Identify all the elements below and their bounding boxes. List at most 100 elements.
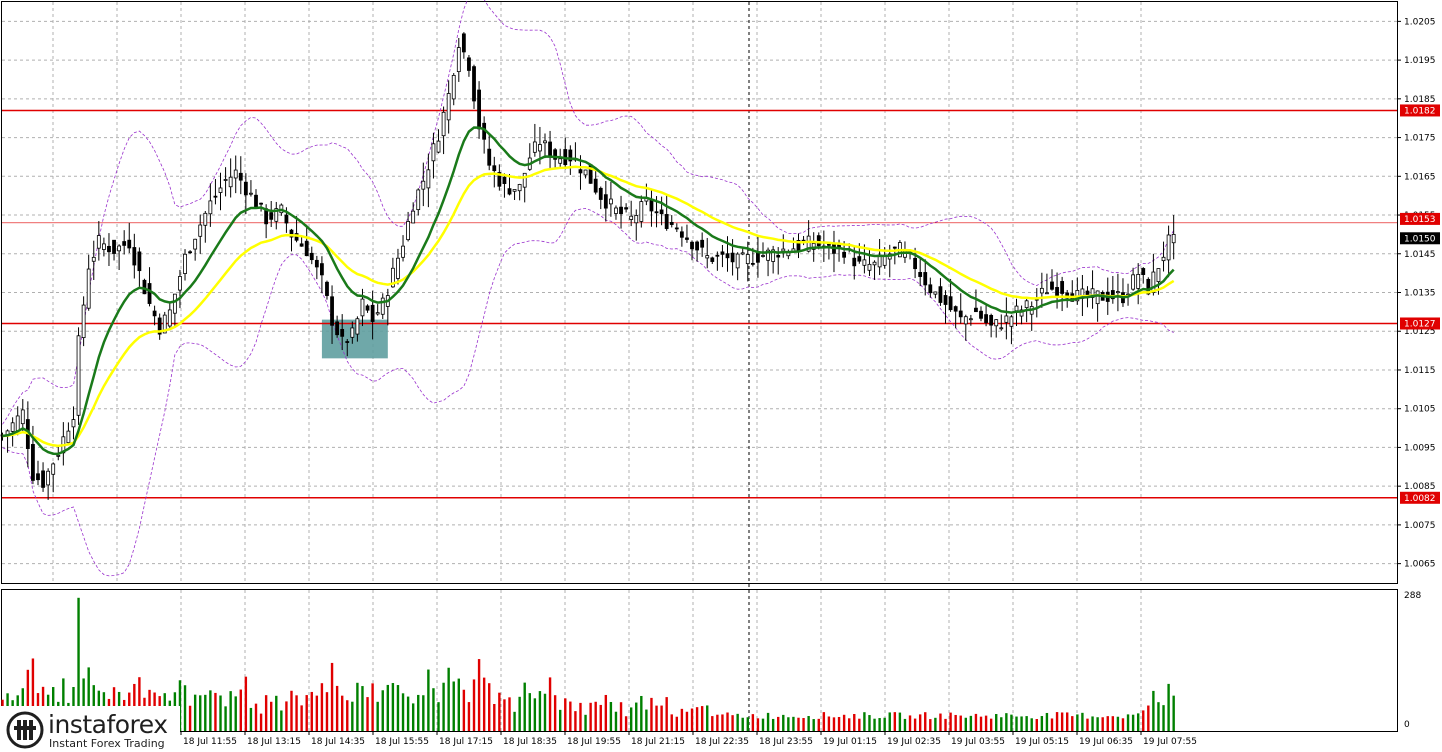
candle-body xyxy=(193,238,198,250)
volume-bar xyxy=(1101,717,1104,731)
volume-bar xyxy=(1147,705,1150,731)
volume-bar xyxy=(1111,716,1115,731)
time-axis: 18 Jul 11:55 18 Jul 13:15 18 Jul 14:35 18 J… xyxy=(180,731,1197,747)
volume-bar xyxy=(199,695,202,731)
candle-body xyxy=(892,246,897,249)
candle-body xyxy=(1055,287,1059,297)
candle-body xyxy=(132,247,137,266)
candle-body xyxy=(487,148,492,166)
price-tick-label: 1.0075 xyxy=(1404,521,1436,531)
volume-bar xyxy=(254,703,258,731)
volume-bar xyxy=(386,684,390,731)
candle-body xyxy=(421,180,426,190)
volume-bar xyxy=(270,701,273,731)
candle-body xyxy=(953,306,958,312)
volume-bar xyxy=(442,682,445,731)
volume-bar xyxy=(411,703,415,731)
candle-body xyxy=(766,249,770,261)
candle-body xyxy=(507,188,512,195)
time-tick-label: 19 Jul 05:15 xyxy=(1015,737,1069,747)
candle-body xyxy=(375,312,380,315)
volume-bar xyxy=(219,695,222,731)
volume-bar xyxy=(559,709,562,731)
volume-bar xyxy=(847,718,851,731)
candle-body xyxy=(456,47,461,73)
volume-bar xyxy=(655,705,658,731)
volume-bar xyxy=(989,718,993,731)
candle-body xyxy=(664,214,669,229)
volume-bar xyxy=(538,691,542,731)
candle-body xyxy=(669,222,674,225)
volume-bar xyxy=(893,712,897,731)
volume-bar xyxy=(614,711,618,731)
candle-body xyxy=(350,327,355,338)
moving-averages xyxy=(2,126,1175,456)
volume-bar xyxy=(1071,716,1074,731)
candle-body xyxy=(309,252,314,261)
candle-body xyxy=(715,254,720,257)
volume-bar xyxy=(761,718,765,731)
time-tick-label: 18 Jul 13:15 xyxy=(247,737,301,747)
volume-bar xyxy=(766,712,770,731)
volume-bar xyxy=(543,693,547,731)
candle-body xyxy=(320,263,324,276)
volume-bar xyxy=(817,718,820,731)
candle-body xyxy=(299,243,304,247)
volume-bar xyxy=(548,677,552,731)
candle-body xyxy=(968,318,973,321)
volume-bar xyxy=(508,697,511,731)
candle-body xyxy=(1171,233,1176,244)
candle-body xyxy=(340,328,345,337)
level-tag-1.0082-label: 1.0082 xyxy=(1404,494,1436,504)
volume-bar xyxy=(670,714,673,731)
candle-body xyxy=(477,89,481,130)
volume-bar xyxy=(310,691,313,731)
candle-body xyxy=(10,422,15,432)
time-tick-label: 19 Jul 01:15 xyxy=(823,737,877,747)
candle-body xyxy=(1156,268,1161,282)
candle-body xyxy=(756,251,760,263)
volume-bar xyxy=(533,698,537,731)
candle-body xyxy=(370,304,375,322)
candle-body xyxy=(614,207,618,214)
time-tick-label: 19 Jul 06:35 xyxy=(1079,737,1133,747)
grid xyxy=(2,2,1397,731)
candle-body xyxy=(522,172,527,188)
candle-body xyxy=(1019,309,1024,317)
highlight-zone xyxy=(321,319,388,359)
candle-body xyxy=(781,248,786,252)
volume-bar xyxy=(1010,714,1013,731)
volume-bar xyxy=(629,707,633,731)
candle-body xyxy=(380,297,385,315)
candle-body xyxy=(1009,316,1014,327)
candle-body xyxy=(304,240,309,257)
volume-bar xyxy=(797,717,800,731)
candle-body xyxy=(122,241,127,246)
candle-body xyxy=(446,93,451,121)
volume-bar xyxy=(371,683,374,731)
volume-bar xyxy=(700,706,704,731)
volume-bar xyxy=(792,716,795,731)
level-tag-1.0127-bg xyxy=(1400,317,1440,330)
volume-bar xyxy=(1116,716,1120,731)
volume-bar xyxy=(462,689,466,731)
candle-body xyxy=(609,198,613,205)
volume-bar xyxy=(209,690,212,731)
volume-bar xyxy=(1091,716,1094,731)
candle-body xyxy=(137,251,142,272)
entry-zone-rect xyxy=(321,319,388,359)
volume-bar xyxy=(837,716,841,731)
volume-bar xyxy=(1106,716,1109,731)
candle-body xyxy=(325,281,329,296)
volume-bar xyxy=(1000,717,1003,731)
candle-body xyxy=(568,149,573,162)
candle-body xyxy=(538,144,542,152)
volume-bar xyxy=(183,685,187,731)
volume-bar xyxy=(214,692,217,731)
candle-body xyxy=(745,254,750,265)
time-tick-label: 19 Jul 07:55 xyxy=(1143,737,1197,747)
candle-body xyxy=(984,314,988,323)
candle-body xyxy=(233,169,238,179)
candle-body xyxy=(695,241,699,251)
candle-body xyxy=(360,298,365,317)
